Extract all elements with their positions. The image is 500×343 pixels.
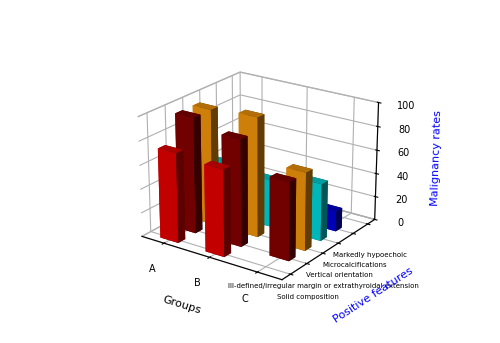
X-axis label: Groups: Groups: [162, 295, 202, 316]
Y-axis label: Positive features: Positive features: [332, 266, 414, 325]
